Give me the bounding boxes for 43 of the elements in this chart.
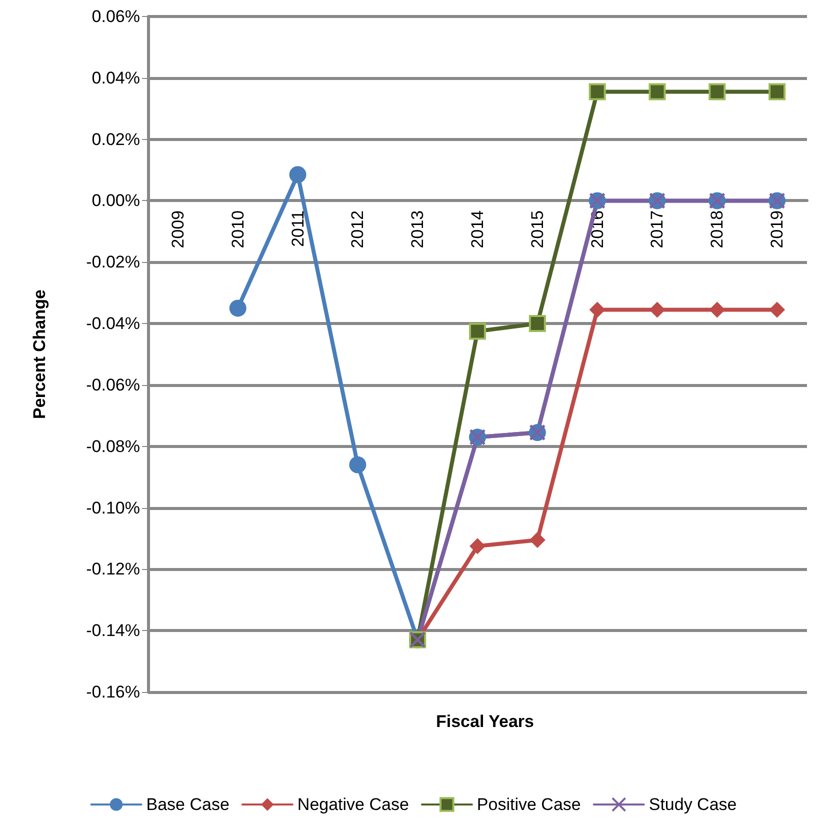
y-tick-label: -0.12% (86, 560, 140, 579)
point (648, 83, 666, 100)
point (589, 302, 606, 318)
y-tick-label: 0.06% (92, 7, 140, 26)
point (289, 166, 306, 184)
x-tick-label: 2014 (468, 210, 487, 248)
y-tick-label: 0.02% (92, 130, 140, 149)
y-tick-label: 0.00% (92, 191, 140, 210)
y-tick-label: -0.08% (86, 436, 140, 456)
x-tick-label: 2018 (708, 210, 727, 248)
x-tick-label: 2017 (648, 210, 667, 248)
point (768, 83, 786, 100)
point (529, 532, 546, 548)
x-tick-label: 2015 (528, 210, 547, 248)
point (709, 302, 726, 318)
legend-label: Study Case (648, 795, 737, 814)
point (528, 315, 546, 332)
y-axis-title: Percent Change (30, 290, 49, 419)
point (469, 322, 486, 340)
legend-label: Negative Case (297, 795, 409, 814)
point (588, 83, 606, 100)
x-tick-label: 2019 (768, 210, 787, 248)
x-tick-label: 2012 (348, 210, 368, 248)
point (470, 538, 486, 554)
x-tick-label: 2009 (168, 210, 188, 248)
x-tick-label: 2013 (408, 210, 428, 248)
point (649, 302, 666, 318)
y-tick-label: -0.06% (86, 375, 140, 394)
legend-label: Base Case (146, 795, 230, 814)
point (349, 456, 366, 474)
y-tick-label: 0.04% (92, 68, 140, 88)
point (229, 300, 246, 317)
y-tick-label: -0.02% (86, 252, 140, 272)
x-axis-title: Fiscal Years (436, 712, 534, 731)
y-tick-label: -0.04% (86, 314, 140, 334)
legend-label: Positive Case (476, 795, 581, 814)
point (769, 302, 786, 318)
y-tick-label: -0.14% (86, 621, 140, 640)
y-tick-label: -0.16% (86, 682, 140, 702)
point (708, 83, 726, 100)
x-tick-label: 2011 (288, 210, 308, 247)
y-tick-label: -0.10% (86, 498, 140, 518)
x-tick-label: 2010 (228, 210, 248, 248)
